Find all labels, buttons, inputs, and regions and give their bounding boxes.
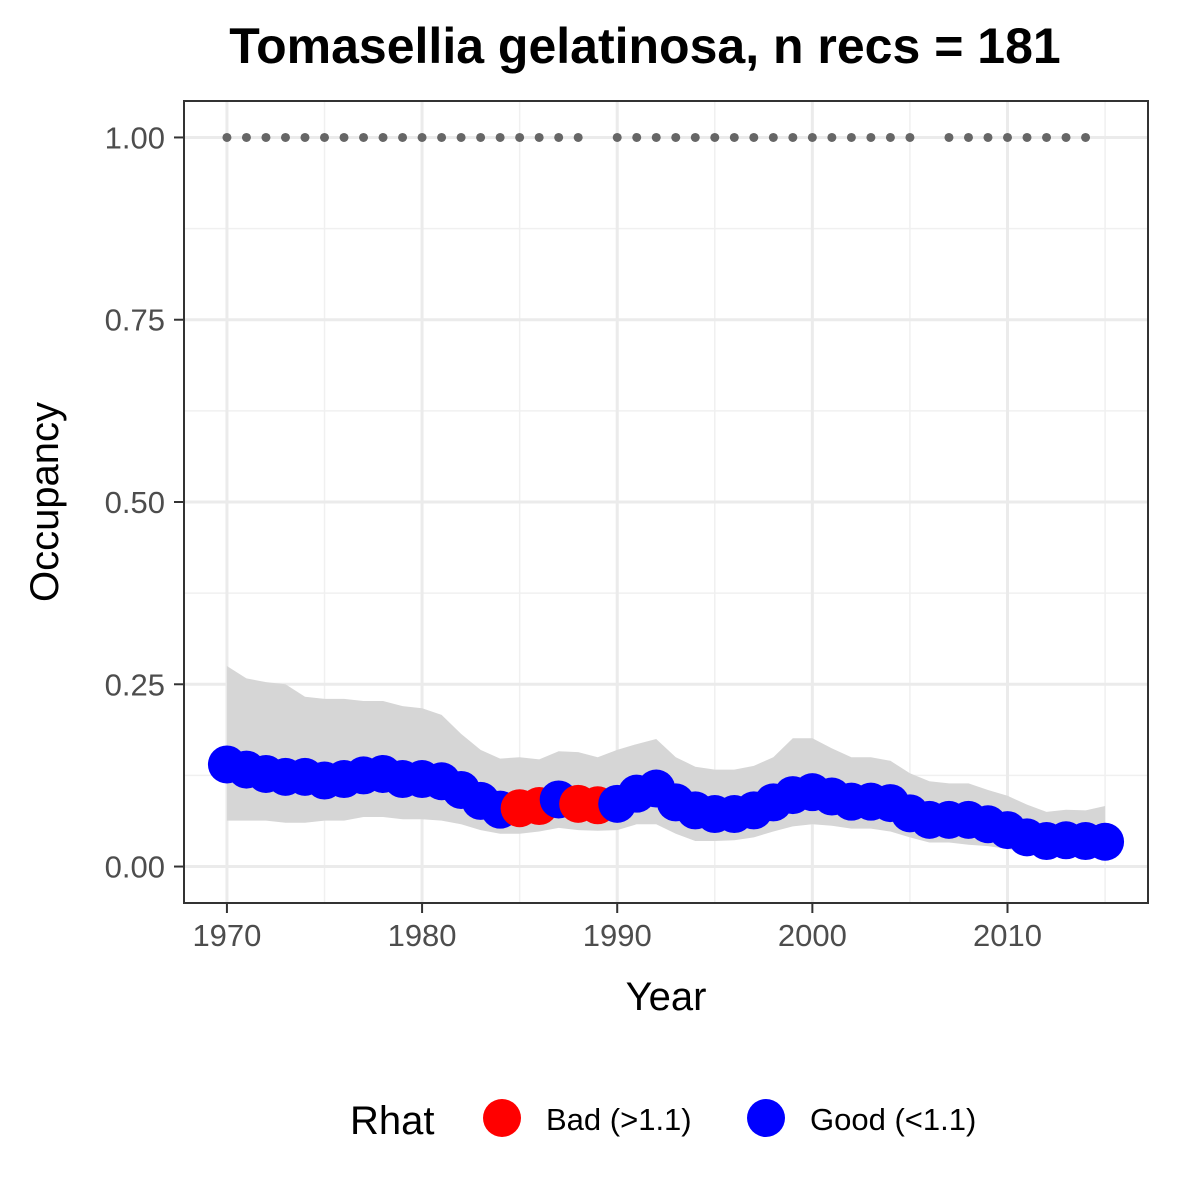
legend: Rhat Bad (>1.1) Good (<1.1) bbox=[350, 1099, 976, 1143]
record-year-dot bbox=[671, 132, 681, 142]
record-year-dot bbox=[554, 132, 564, 142]
record-year-dot bbox=[963, 132, 973, 142]
record-year-dot bbox=[261, 132, 271, 142]
y-tick-label: 0.75 bbox=[105, 303, 165, 338]
axes-layer: 1970 1980 1990 2000 2010 0.00 0.25 0.50 0.75 1.00 bbox=[105, 120, 1042, 953]
record-year-dot bbox=[241, 132, 251, 142]
record-year-dot bbox=[827, 132, 837, 142]
record-year-dot bbox=[320, 132, 330, 142]
legend-key-bad bbox=[483, 1099, 521, 1137]
record-year-dot bbox=[807, 132, 817, 142]
record-year-dot bbox=[398, 132, 408, 142]
x-tick-label: 2000 bbox=[778, 918, 847, 953]
record-year-dot bbox=[651, 132, 661, 142]
record-year-dot bbox=[1042, 132, 1052, 142]
record-dots-layer bbox=[222, 132, 1091, 142]
record-year-dot bbox=[1022, 132, 1032, 142]
legend-label-good: Good (<1.1) bbox=[810, 1102, 976, 1137]
record-year-dot bbox=[768, 132, 778, 142]
record-year-dot bbox=[1081, 132, 1091, 142]
record-year-dot bbox=[905, 132, 915, 142]
y-axis-title: Occupancy bbox=[23, 402, 67, 602]
record-year-dot bbox=[983, 132, 993, 142]
record-year-dot bbox=[846, 132, 856, 142]
x-tick-label: 1970 bbox=[192, 918, 261, 953]
record-year-dot bbox=[359, 132, 369, 142]
record-year-dot bbox=[495, 132, 505, 142]
record-year-dot bbox=[710, 132, 720, 142]
chart-title: Tomasellia gelatinosa, n recs = 181 bbox=[229, 18, 1060, 74]
record-year-dot bbox=[866, 132, 876, 142]
occupancy-points-layer bbox=[207, 745, 1125, 861]
y-tick-label: 0.50 bbox=[105, 485, 165, 520]
record-year-dot bbox=[339, 132, 349, 142]
record-year-dot bbox=[729, 132, 739, 142]
record-year-dot bbox=[300, 132, 310, 142]
legend-title: Rhat bbox=[350, 1099, 435, 1143]
record-year-dot bbox=[788, 132, 798, 142]
record-year-dot bbox=[515, 132, 525, 142]
occupancy-point-good bbox=[1086, 822, 1125, 861]
x-tick-label: 1980 bbox=[388, 918, 457, 953]
x-tick-label: 1990 bbox=[583, 918, 652, 953]
record-year-dot bbox=[417, 132, 427, 142]
record-year-dot bbox=[690, 132, 700, 142]
record-year-dot bbox=[534, 132, 544, 142]
record-year-dot bbox=[632, 132, 642, 142]
y-tick-label: 1.00 bbox=[105, 120, 165, 155]
record-year-dot bbox=[612, 132, 622, 142]
y-tick-label: 0.00 bbox=[105, 850, 165, 885]
record-year-dot bbox=[1002, 132, 1012, 142]
record-year-dot bbox=[476, 132, 486, 142]
x-tick-label: 2010 bbox=[973, 918, 1042, 953]
legend-label-bad: Bad (>1.1) bbox=[546, 1102, 692, 1137]
record-year-dot bbox=[885, 132, 895, 142]
x-axis-title: Year bbox=[626, 975, 707, 1019]
legend-key-good bbox=[747, 1099, 785, 1137]
record-year-dot bbox=[1061, 132, 1071, 142]
record-year-dot bbox=[749, 132, 759, 142]
record-year-dot bbox=[378, 132, 388, 142]
y-tick-label: 0.25 bbox=[105, 667, 165, 702]
record-year-dot bbox=[944, 132, 954, 142]
record-year-dot bbox=[280, 132, 290, 142]
record-year-dot bbox=[222, 132, 232, 142]
record-year-dot bbox=[573, 132, 583, 142]
record-year-dot bbox=[437, 132, 447, 142]
record-year-dot bbox=[456, 132, 466, 142]
